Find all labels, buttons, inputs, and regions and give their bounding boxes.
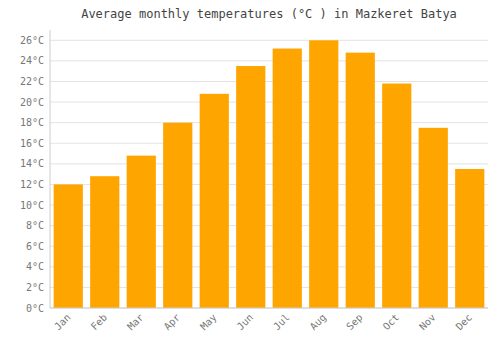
grid-line (50, 122, 488, 123)
grid-line (50, 40, 488, 41)
bar (273, 49, 302, 308)
bar (346, 53, 375, 308)
bar (90, 176, 119, 308)
grid-line (50, 81, 488, 82)
bar (200, 94, 229, 308)
y-axis-line (50, 30, 51, 308)
x-tick-label: Jan (52, 312, 73, 333)
y-tick-label: 18°C (20, 117, 44, 128)
x-tick-label: Jun (235, 312, 256, 333)
y-tick-label: 14°C (20, 158, 44, 169)
bar (309, 40, 338, 308)
y-tick-label: 8°C (26, 220, 44, 231)
x-tick-label: Sep (344, 312, 365, 333)
bar (236, 66, 265, 308)
bars (54, 40, 485, 308)
x-tick-label: Mar (125, 312, 146, 333)
bar (54, 184, 83, 308)
bar (419, 128, 448, 308)
bar (127, 156, 156, 308)
grid-line (50, 102, 488, 103)
y-tick-label: 12°C (20, 179, 44, 190)
x-tick-label: Nov (417, 312, 438, 333)
grid-line (50, 60, 488, 61)
y-tick-label: 26°C (20, 35, 44, 46)
y-tick-label: 6°C (26, 241, 44, 252)
y-tick-label: 22°C (20, 76, 44, 87)
x-tick-label: Aug (308, 312, 329, 333)
y-tick-label: 10°C (20, 200, 44, 211)
x-tick-label: Jul (271, 312, 292, 333)
x-tick-label: Apr (162, 312, 183, 333)
y-tick-label: 16°C (20, 138, 44, 149)
grid (50, 40, 488, 308)
y-tick-label: 0°C (26, 303, 44, 314)
grid-line (50, 308, 488, 309)
y-axis: 0°C 2°C 4°C 6°C 8°C 10°C 12°C 14°C 16°C 18°C 20°C 2… (20, 35, 44, 314)
y-tick-label: 24°C (20, 55, 44, 66)
chart: Average monthly temperatures (°C ) in Ma… (0, 0, 500, 350)
y-tick-label: 20°C (20, 97, 44, 108)
x-axis: Jan Feb Mar Apr May Jun Jul Aug Sep Oct Nov Dec (52, 312, 474, 333)
x-tick-label: Oct (381, 312, 402, 333)
x-axis-line (50, 308, 488, 309)
x-tick-label: Feb (89, 312, 110, 333)
y-tick-label: 2°C (26, 282, 44, 293)
bar (163, 123, 192, 308)
title: Average monthly temperatures (°C ) in Ma… (81, 7, 457, 21)
y-tick-label: 4°C (26, 261, 44, 272)
x-tick-label: May (198, 312, 219, 333)
bar (382, 84, 411, 308)
bar (455, 169, 484, 308)
x-tick-label: Dec (454, 312, 475, 333)
